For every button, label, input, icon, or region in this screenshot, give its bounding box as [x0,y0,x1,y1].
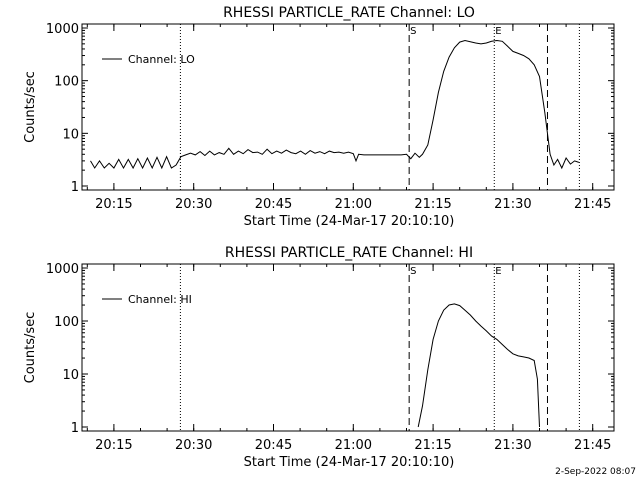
time-marker-label: S [410,26,416,37]
x-tick-label: 21:15 [414,197,451,212]
y-axis-label: Counts/sec [23,312,38,384]
panel-lo: RHESSI PARTICLE_RATE Channel: LO 1 10 100 10… [23,5,615,229]
time-marker-label: E [495,266,501,277]
legend-entry: Channel: HI [128,293,192,306]
x-axis-label: Start Time (24-Mar-17 20:10:10) [244,455,455,470]
y-axis-label: Counts/sec [23,71,38,143]
x-tick-label: 20:30 [175,197,212,212]
x-tick-label: 21:45 [574,438,611,453]
y-tick-label: 1000 [46,262,79,277]
series-line [417,303,540,428]
x-tick-label: 21:00 [335,197,372,212]
panel-hi: RHESSI PARTICLE_RATE Channel: HI 1 10 100 10… [23,245,615,470]
y-tick-label: 10 [62,368,79,383]
x-axis-label: Start Time (24-Mar-17 20:10:10) [244,214,455,229]
x-tick-label: 21:15 [414,438,451,453]
y-tick-label: 1000 [46,22,79,37]
x-tick-label: 20:45 [255,438,292,453]
legend-entry: Channel: LO [128,53,195,66]
plot-frame [81,23,615,191]
x-tick-label: 20:45 [255,197,292,212]
time-marker-label: S [410,266,416,277]
x-tick-label: 21:30 [494,197,531,212]
footer-timestamp: 2-Sep-2022 08:07 [555,467,636,477]
x-tick-label: 20:15 [95,438,132,453]
x-tick-label: 20:15 [95,197,132,212]
chart-title: RHESSI PARTICLE_RATE Channel: LO [223,5,475,21]
y-tick-label: 1 [71,180,79,195]
time-marker-label: E [495,26,501,37]
x-tick-label: 21:45 [574,197,611,212]
chart-title: RHESSI PARTICLE_RATE Channel: HI [225,245,473,261]
x-tick-label: 21:00 [335,438,372,453]
y-tick-label: 100 [54,315,79,330]
plot-frame [81,263,615,432]
series-line [90,39,580,170]
y-tick-label: 1 [71,421,79,436]
y-tick-label: 100 [54,75,79,90]
x-tick-label: 20:30 [175,438,212,453]
y-tick-label: 10 [62,127,79,142]
x-tick-label: 21:30 [494,438,531,453]
